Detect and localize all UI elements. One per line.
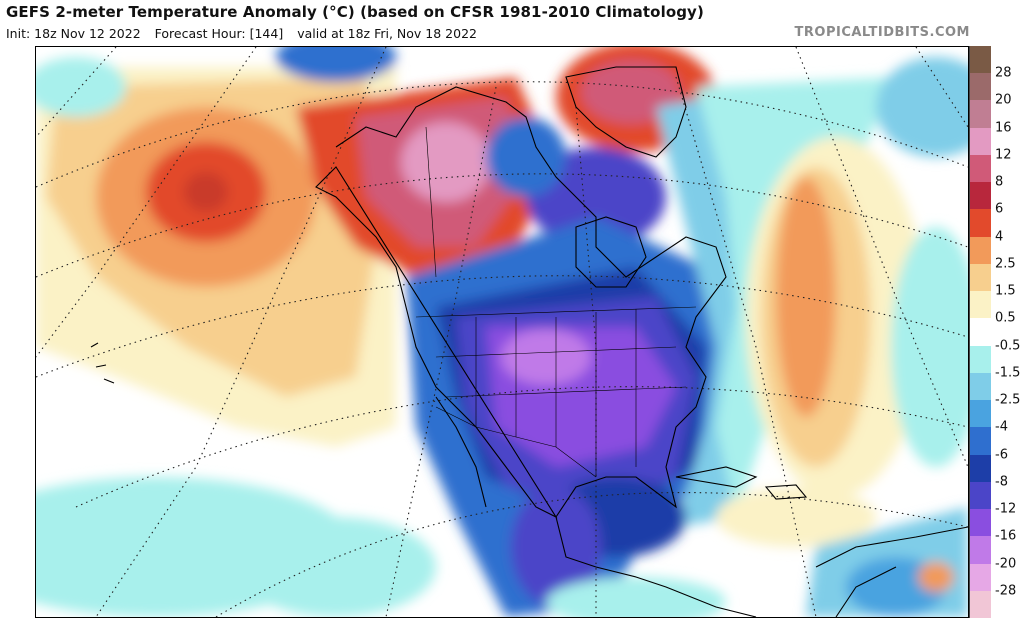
greenland-pink bbox=[581, 60, 681, 124]
colorbar-label: -16 bbox=[995, 528, 1017, 544]
caribbean-warm bbox=[716, 487, 876, 547]
colorbar-label: -6 bbox=[995, 447, 1008, 463]
forecast-hour: Forecast Hour: [144] bbox=[154, 26, 284, 41]
south-america-warm bbox=[918, 562, 954, 592]
colorbar-swatch bbox=[969, 509, 991, 537]
colorbar-swatch bbox=[969, 127, 991, 156]
colorbar-legend: 28 20 16 12 8 6 4 2.5 1.5 0.5 -0.5 -1.5 -2.5 -4 -6 -8 -1… bbox=[969, 46, 1024, 619]
valid-time: valid at 18z Fri, Nov 18 2022 bbox=[297, 26, 477, 41]
colorbar-swatch bbox=[969, 209, 991, 238]
colorbar-label: 6 bbox=[995, 201, 1004, 217]
colorbar-label: -12 bbox=[995, 501, 1017, 517]
colorbar-label: -20 bbox=[995, 556, 1017, 572]
colorbar-label: 16 bbox=[995, 120, 1012, 136]
init-time: Init: 18z Nov 12 2022 bbox=[6, 26, 141, 41]
mexico-cold bbox=[511, 487, 601, 607]
colorbar-swatch bbox=[969, 73, 991, 101]
alaska-pink-core bbox=[401, 122, 491, 202]
colorbar-swatch bbox=[969, 46, 991, 74]
colorbar-swatch bbox=[969, 345, 991, 374]
alaska-border bbox=[425, 126, 437, 278]
colorbar-swatch bbox=[969, 100, 991, 129]
greenland-coast bbox=[565, 66, 687, 158]
state-line-6 bbox=[435, 346, 677, 358]
colorbar-label: -2.5 bbox=[995, 392, 1021, 408]
colorbar-swatch bbox=[969, 372, 991, 401]
colorbar-label: -0.5 bbox=[995, 338, 1021, 354]
colorbar-label: -4 bbox=[995, 419, 1008, 435]
cuba-coast bbox=[675, 466, 758, 488]
colorbar-label: 0.5 bbox=[995, 310, 1016, 326]
colorbar-swatch bbox=[969, 481, 991, 510]
colorbar-label: -28 bbox=[995, 583, 1017, 599]
colorbar-swatch bbox=[969, 154, 991, 183]
watermark: TROPICALTIDBITS.COM bbox=[794, 25, 970, 40]
us-canada-border bbox=[415, 306, 697, 318]
colorbar-label: 20 bbox=[995, 92, 1012, 108]
colorbar-swatch bbox=[969, 400, 991, 428]
pacific-cool-patch bbox=[36, 57, 126, 117]
colorbar-swatch bbox=[969, 427, 991, 456]
na-cold-magenta bbox=[501, 329, 591, 385]
colorbar-label: -8 bbox=[995, 474, 1008, 490]
lon-line-2 bbox=[36, 47, 257, 358]
colorbar-label: 12 bbox=[995, 147, 1012, 163]
graticule bbox=[36, 47, 968, 617]
atlantic-warm-orange bbox=[776, 177, 836, 417]
chart-subtitle: Init: 18z Nov 12 2022 Forecast Hour: [14… bbox=[6, 26, 487, 41]
colorbar-swatch bbox=[969, 318, 991, 347]
colorbar-label: 8 bbox=[995, 174, 1004, 190]
hawaii-coast bbox=[90, 342, 115, 384]
colorbar-swatch bbox=[969, 291, 991, 319]
state-line-7 bbox=[445, 386, 687, 398]
colorbar-swatch bbox=[969, 590, 991, 619]
hispaniola-coast bbox=[764, 484, 808, 500]
canada-arctic-blue bbox=[486, 117, 566, 197]
lat-line-3 bbox=[36, 275, 968, 378]
southwest-cool-patch-2 bbox=[236, 517, 436, 617]
colorbar-swatch bbox=[969, 563, 991, 592]
anomaly-map bbox=[35, 46, 969, 618]
chart-title: GEFS 2-meter Temperature Anomaly (°C) (b… bbox=[6, 3, 704, 21]
colorbar-label: 2.5 bbox=[995, 256, 1016, 272]
lon-line-1 bbox=[36, 47, 117, 138]
colorbar-swatch bbox=[969, 536, 991, 565]
pacific-warm-core bbox=[184, 172, 228, 212]
colorbar-swatch bbox=[969, 263, 991, 292]
anomaly-map-svg bbox=[36, 47, 968, 617]
colorbar-swatch bbox=[969, 236, 991, 265]
colorbar-label: 28 bbox=[995, 65, 1012, 81]
hudson-bay-coast bbox=[575, 216, 647, 288]
arctic-cool bbox=[276, 47, 396, 82]
south-america-coast bbox=[815, 526, 968, 617]
lon-line-3 bbox=[95, 47, 387, 617]
lon-line-6 bbox=[675, 76, 817, 617]
colorbar-label: -1.5 bbox=[995, 365, 1021, 381]
anomaly-field bbox=[36, 47, 968, 617]
east-atlantic-cyan bbox=[891, 227, 968, 467]
east-atlantic-cool bbox=[876, 57, 968, 157]
lat-line-1 bbox=[36, 81, 968, 188]
north-america-coast bbox=[315, 86, 757, 617]
colorbar-swatch bbox=[969, 454, 991, 483]
central-america-cool bbox=[546, 577, 726, 617]
colorbar-swatch bbox=[969, 182, 991, 210]
political-borders bbox=[415, 126, 697, 478]
lat-line-2 bbox=[36, 173, 968, 278]
colorbar-label: 1.5 bbox=[995, 283, 1016, 299]
colorbar-label: 4 bbox=[995, 229, 1004, 245]
atlantic-cyan bbox=[696, 77, 896, 517]
